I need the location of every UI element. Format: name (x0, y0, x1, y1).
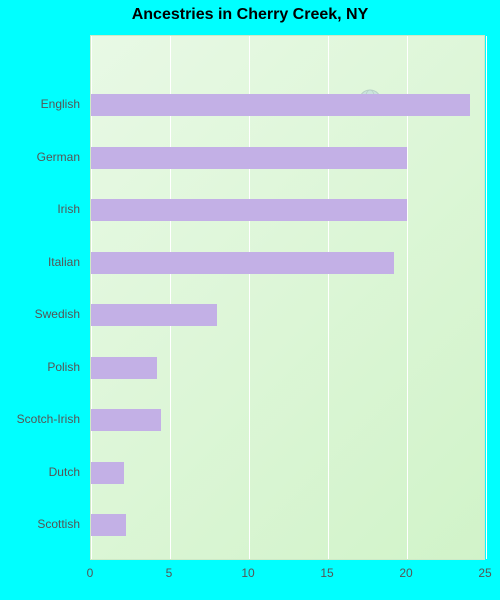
x-tick-label: 10 (241, 566, 254, 580)
y-tick-label: English (0, 97, 80, 111)
bar (91, 252, 394, 274)
y-tick-label: Scotch-Irish (0, 412, 80, 426)
bar (91, 409, 161, 431)
x-tick-label: 15 (320, 566, 333, 580)
x-grid-line (486, 36, 487, 559)
bar (91, 357, 157, 379)
chart-frame: Ancestries in Cherry Creek, NY City-Data… (0, 0, 500, 600)
y-tick-label: German (0, 150, 80, 164)
y-tick-label: Scottish (0, 517, 80, 531)
x-tick-label: 20 (399, 566, 412, 580)
bar (91, 199, 407, 221)
x-tick-label: 0 (87, 566, 94, 580)
bar (91, 304, 217, 326)
x-tick-label: 25 (478, 566, 491, 580)
bar (91, 147, 407, 169)
y-tick-label: Irish (0, 202, 80, 216)
plot-area: City-Data.com (90, 35, 485, 560)
y-tick-label: Polish (0, 360, 80, 374)
bar (91, 94, 470, 116)
bar (91, 462, 124, 484)
bar (91, 514, 126, 536)
y-tick-label: Swedish (0, 307, 80, 321)
y-tick-label: Dutch (0, 465, 80, 479)
x-tick-label: 5 (166, 566, 173, 580)
y-tick-label: Italian (0, 255, 80, 269)
chart-title: Ancestries in Cherry Creek, NY (0, 6, 500, 24)
